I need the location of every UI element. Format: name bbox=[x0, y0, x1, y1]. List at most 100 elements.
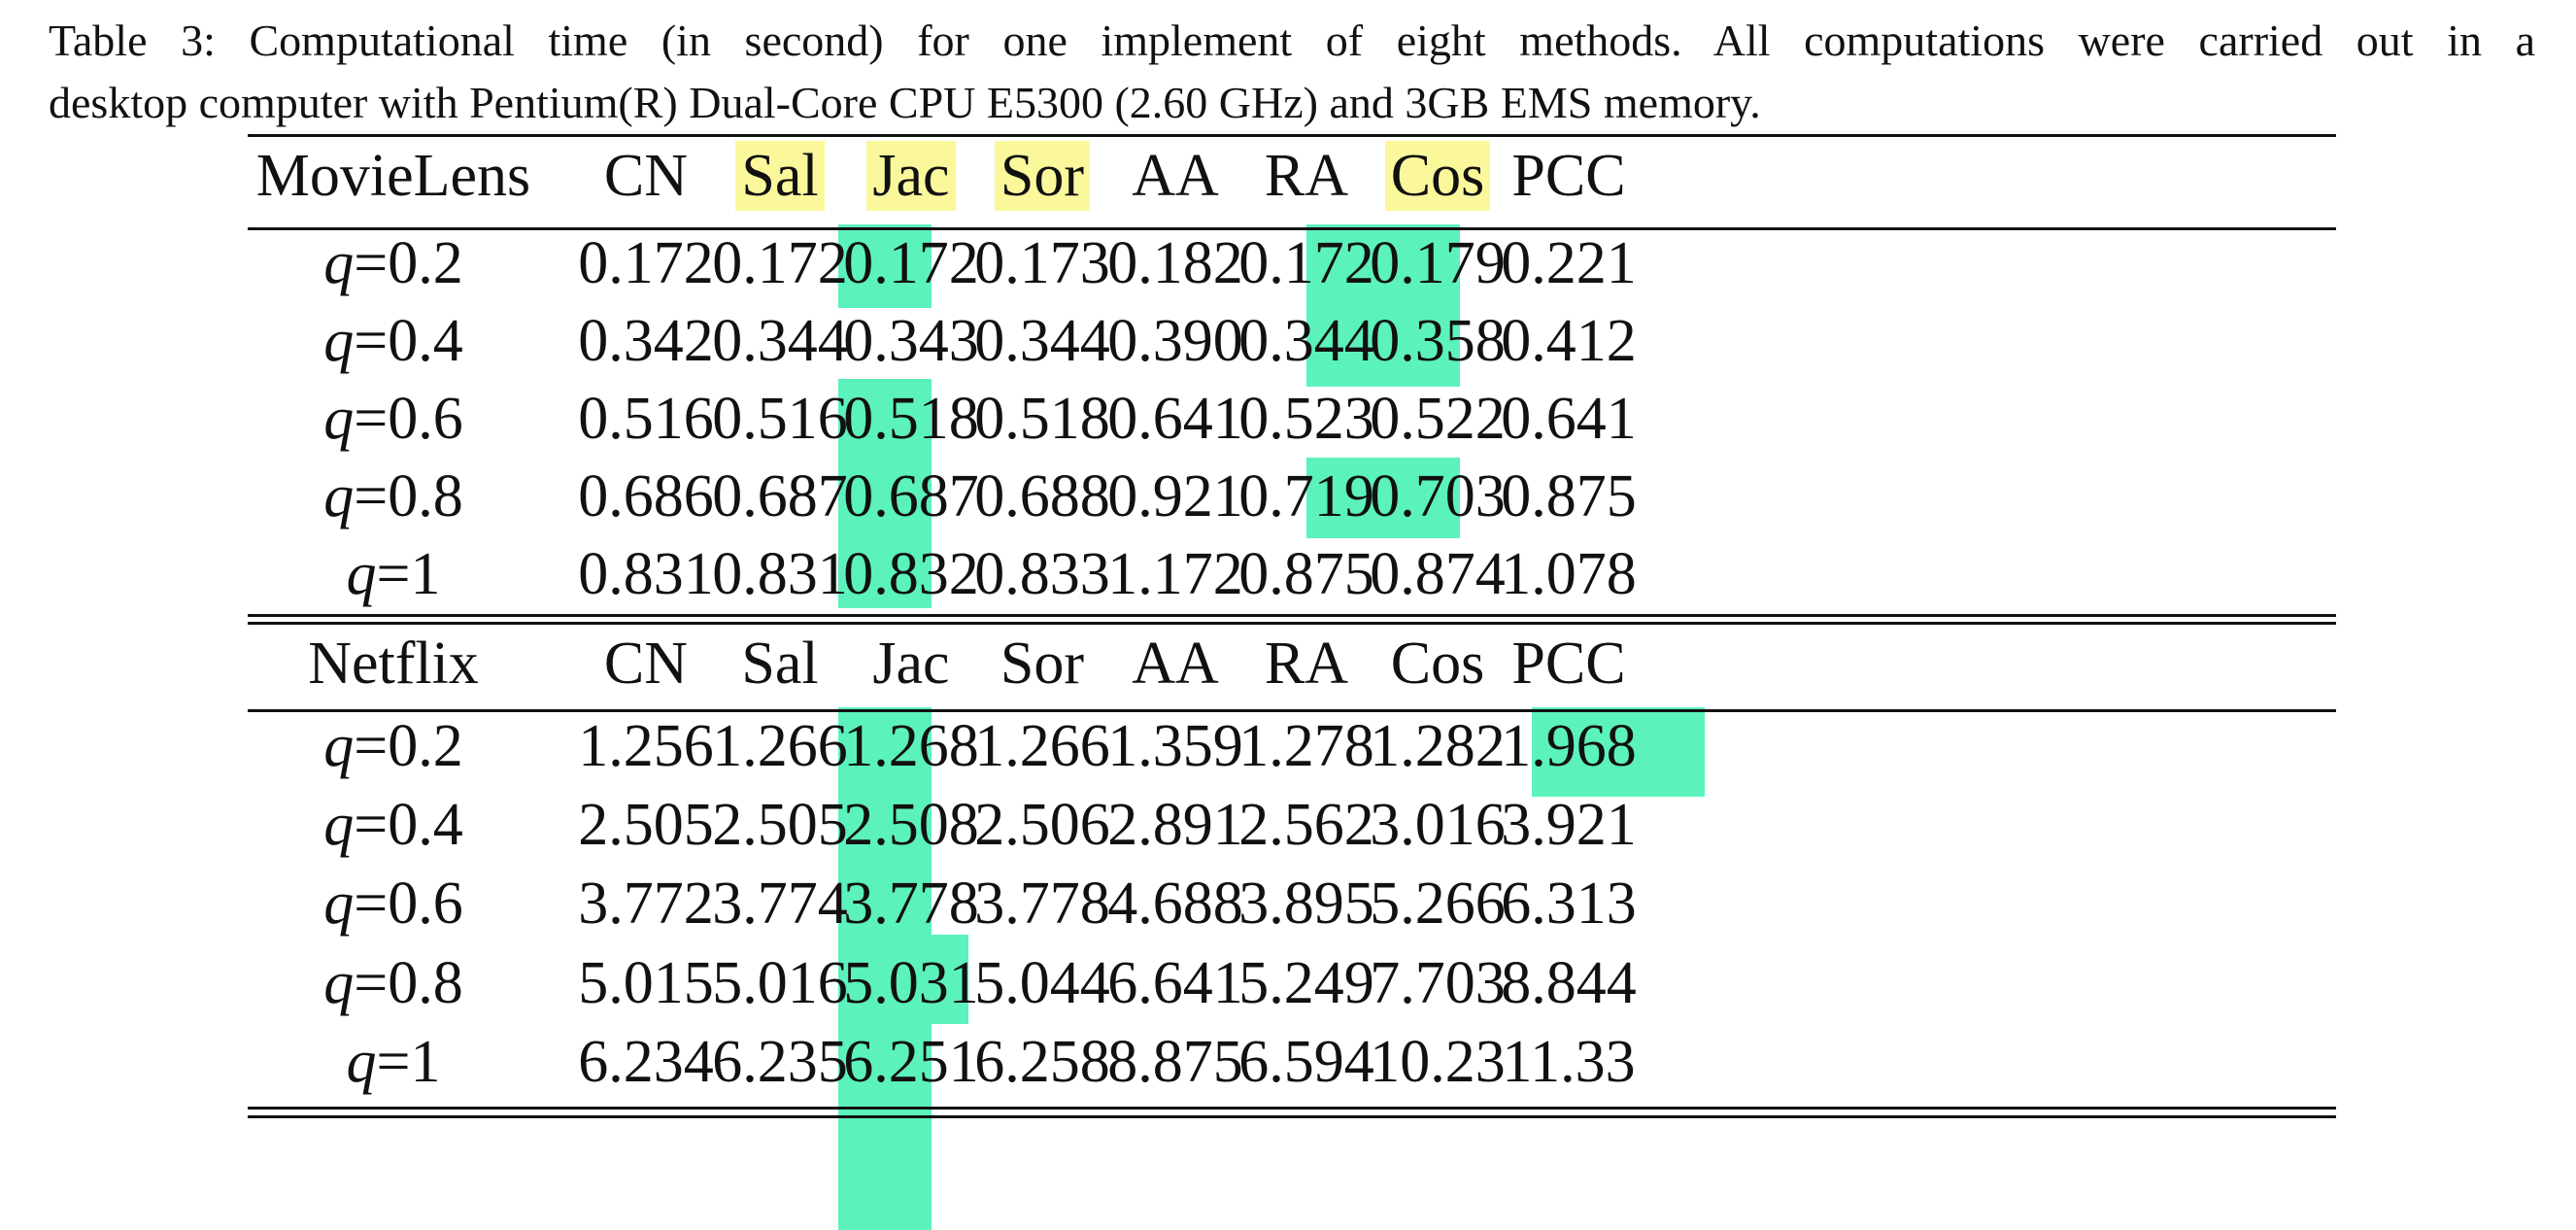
q-symbol: q bbox=[323, 950, 355, 1016]
table-cell: 0.719 bbox=[1238, 463, 1374, 530]
equals-sign: = bbox=[376, 1029, 411, 1095]
q-value: 0.2 bbox=[388, 713, 463, 779]
column-header-label: Sor bbox=[994, 141, 1091, 211]
table-cell: 3.772 bbox=[578, 871, 714, 937]
table-cell: 2.562 bbox=[1238, 792, 1374, 858]
table-cell: 0.832 bbox=[843, 541, 979, 607]
q-symbol: q bbox=[323, 871, 355, 937]
column-header: CN bbox=[559, 137, 733, 215]
table-cell: 0.875 bbox=[1501, 463, 1637, 530]
table-cell: 0.516 bbox=[712, 386, 848, 452]
movielens-header-row: MovieLens CN Sal Jac Sor AA RA Cos PCC bbox=[248, 137, 2336, 215]
equals-sign: = bbox=[354, 230, 389, 296]
table-cell: 0.412 bbox=[1501, 308, 1637, 374]
table-row: q=0.8 5.015 5.016 5.031 5.044 6.641 5.249 7.703… bbox=[248, 944, 2336, 1022]
caption-line-1: Table 3: Computational time (in second) … bbox=[49, 16, 2535, 65]
netflix-dataset-label: Netflix bbox=[248, 625, 539, 702]
computational-time-table: MovieLens CN Sal Jac Sor AA RA Cos PCC q=0.2 0.172… bbox=[248, 134, 2336, 1230]
q-symbol: q bbox=[323, 230, 355, 296]
column-header: Jac bbox=[824, 137, 999, 215]
table-cell: 3.774 bbox=[712, 871, 848, 937]
column-header-label: PCC bbox=[1511, 631, 1626, 697]
column-header-label: AA bbox=[1132, 143, 1219, 209]
column-header-label: Sor bbox=[1000, 631, 1085, 697]
table-cell: 6.594 bbox=[1238, 1029, 1374, 1095]
row-label: q=1 bbox=[248, 535, 539, 613]
table-cell: 6.641 bbox=[1107, 950, 1243, 1016]
row-label: q=0.2 bbox=[248, 707, 539, 785]
table-cell: 3.778 bbox=[843, 871, 979, 937]
column-header: Jac bbox=[824, 625, 999, 702]
table-cell: 3.016 bbox=[1370, 792, 1506, 858]
table-cell: 5.016 bbox=[712, 950, 848, 1016]
table-cell: 10.23 bbox=[1370, 1029, 1506, 1095]
column-header-label: Cos bbox=[1384, 141, 1491, 211]
table-cell: 2.505 bbox=[712, 792, 848, 858]
table-cell: 5.044 bbox=[974, 950, 1110, 1016]
highlight-sal-ml-1 bbox=[838, 224, 932, 308]
header-rule-movielens bbox=[248, 227, 2336, 230]
column-header: Sor bbox=[955, 137, 1130, 215]
highlight-jac-ml-4 bbox=[1306, 458, 1460, 538]
table-cell: 1.278 bbox=[1238, 713, 1374, 779]
column-header: AA bbox=[1088, 137, 1263, 215]
table-cell: 3.778 bbox=[974, 871, 1110, 937]
table-cell: 6.234 bbox=[578, 1029, 714, 1095]
table-cell: 0.523 bbox=[1238, 386, 1374, 452]
column-header-label: RA bbox=[1264, 143, 1349, 209]
table-cell: 0.516 bbox=[578, 386, 714, 452]
table-cell: 0.221 bbox=[1501, 230, 1637, 296]
table-cell: 0.179 bbox=[1370, 230, 1506, 296]
table-cell: 1.256 bbox=[578, 713, 714, 779]
equals-sign: = bbox=[354, 308, 389, 374]
column-header: PCC bbox=[1481, 137, 1656, 215]
column-header-label: Jac bbox=[866, 141, 956, 211]
table-cell: 2.891 bbox=[1107, 792, 1243, 858]
column-header-label: Jac bbox=[872, 631, 950, 697]
caption-line-2: desktop computer with Pentium(R) Dual-Co… bbox=[49, 78, 1761, 127]
table-cell: 0.182 bbox=[1107, 230, 1243, 296]
row-label: q=1 bbox=[248, 1023, 539, 1101]
q-symbol: q bbox=[323, 308, 355, 374]
table-cell: 0.874 bbox=[1370, 541, 1506, 607]
table-cell: 0.518 bbox=[843, 386, 979, 452]
table-cell: 1.968 bbox=[1501, 713, 1637, 779]
column-header-label: RA bbox=[1264, 631, 1349, 697]
bottom-rule-2 bbox=[248, 1115, 2336, 1118]
row-label: q=0.4 bbox=[248, 786, 539, 864]
bottom-rule-1 bbox=[248, 1107, 2336, 1110]
equals-sign: = bbox=[354, 792, 389, 858]
table-cell: 0.641 bbox=[1501, 386, 1637, 452]
q-value: 0.8 bbox=[388, 463, 463, 530]
table-cell: 0.641 bbox=[1107, 386, 1243, 452]
row-label: q=0.6 bbox=[248, 380, 539, 458]
column-header-label: MovieLens bbox=[255, 143, 531, 209]
table-cell: 3.895 bbox=[1238, 871, 1374, 937]
table-cell: 0.686 bbox=[578, 463, 714, 530]
section-rule-2 bbox=[248, 622, 2336, 625]
top-rule bbox=[248, 134, 2336, 137]
row-label: q=0.4 bbox=[248, 302, 539, 380]
table-row: q=0.4 0.342 0.344 0.343 0.344 0.390 0.344 0.358… bbox=[248, 302, 2336, 380]
column-header-label: AA bbox=[1132, 631, 1219, 697]
column-header: Cos bbox=[1350, 137, 1525, 215]
column-header-label: PCC bbox=[1511, 143, 1626, 209]
table-cell: 0.390 bbox=[1107, 308, 1243, 374]
table-row: q=0.6 0.516 0.516 0.518 0.518 0.641 0.523 0.522… bbox=[248, 380, 2336, 458]
highlight-sor-nf-1 bbox=[1532, 707, 1705, 797]
column-header: CN bbox=[559, 625, 733, 702]
column-header: Sor bbox=[955, 625, 1130, 702]
table-row: q=0.2 1.256 1.266 1.268 1.266 1.359 1.278 1.282… bbox=[248, 707, 2336, 785]
table-cell: 3.921 bbox=[1501, 792, 1637, 858]
table-cell: 0.688 bbox=[974, 463, 1110, 530]
table-cell: 1.359 bbox=[1107, 713, 1243, 779]
table-cell: 0.172 bbox=[843, 230, 979, 296]
equals-sign: = bbox=[354, 386, 389, 452]
table-cell: 1.172 bbox=[1107, 541, 1243, 607]
q-value: 0.6 bbox=[388, 386, 463, 452]
equals-sign: = bbox=[354, 463, 389, 530]
table-cell: 0.703 bbox=[1370, 463, 1506, 530]
table-row: q=1 0.831 0.831 0.832 0.833 1.172 0.875 0.874 1.… bbox=[248, 535, 2336, 613]
table-cell: 0.687 bbox=[843, 463, 979, 530]
q-value: 0.4 bbox=[388, 308, 463, 374]
